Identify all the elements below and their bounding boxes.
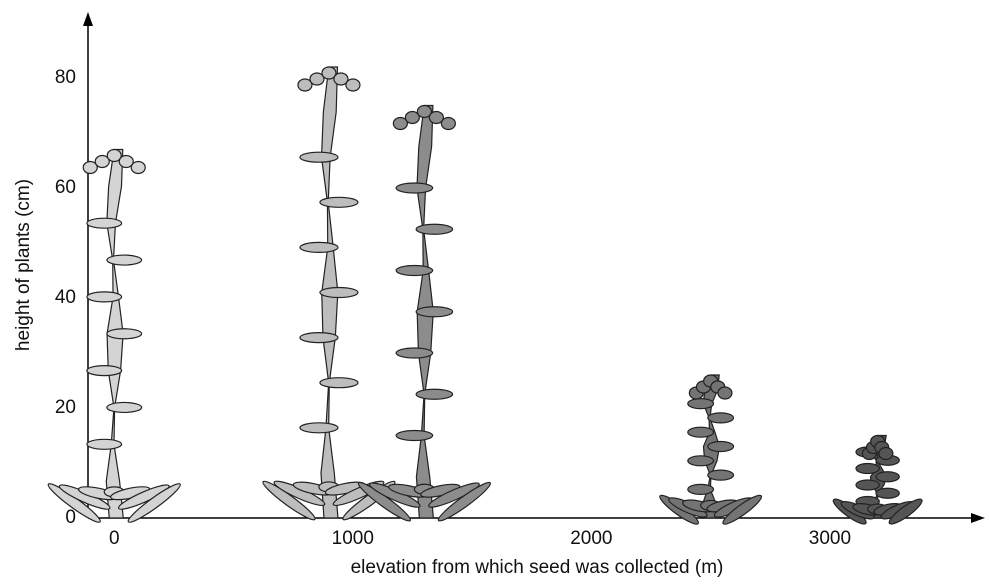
- x-tick-label: 3000: [809, 528, 851, 549]
- y-tick-label: 20: [55, 397, 76, 418]
- plant-leaf: [396, 266, 433, 276]
- plant-flower: [718, 387, 732, 399]
- plant-leaf: [396, 431, 433, 441]
- chart: height of plants (cm) elevation from whi…: [0, 0, 989, 584]
- y-tick-label: 40: [55, 287, 76, 308]
- plant-leaf: [320, 378, 358, 388]
- plant-leaf: [876, 488, 899, 498]
- plant: [356, 106, 494, 525]
- plant: [260, 67, 398, 523]
- plant-leaf: [688, 399, 714, 409]
- plant-leaf: [107, 329, 142, 339]
- plant-leaf: [688, 484, 714, 494]
- plant-leaf: [856, 464, 879, 474]
- plant-leaf: [87, 366, 122, 376]
- plant-leaf: [320, 197, 358, 207]
- plant-flower: [346, 79, 360, 91]
- x-tick-label: 2000: [570, 528, 612, 549]
- plant-leaf: [87, 292, 122, 302]
- y-tick-label: 80: [55, 67, 76, 88]
- plant-leaf: [396, 348, 433, 358]
- plant-leaf: [688, 456, 714, 466]
- plant-leaf: [416, 307, 453, 317]
- plant-leaf: [708, 413, 734, 423]
- plant-leaf: [416, 224, 453, 234]
- y-tick-label: 60: [55, 177, 76, 198]
- plant-leaf: [300, 152, 338, 162]
- plant-leaf: [300, 242, 338, 252]
- plant-leaf: [856, 480, 879, 490]
- plant-leaf: [87, 439, 122, 449]
- plant-flower: [131, 162, 145, 174]
- y-tick-label: 0: [65, 507, 76, 528]
- plant-leaf: [107, 255, 142, 265]
- plant-leaf: [708, 470, 734, 480]
- plant-leaf: [688, 427, 714, 437]
- plant: [45, 150, 183, 526]
- x-axis-arrow: [971, 513, 985, 523]
- plant-leaf: [107, 402, 142, 412]
- plant-leaf: [876, 472, 899, 482]
- plant-leaf: [416, 389, 453, 399]
- plant-leaf: [320, 288, 358, 298]
- plant-leaf: [300, 333, 338, 343]
- plant-flower: [879, 448, 893, 460]
- plant-flower: [441, 118, 455, 130]
- y-axis-label: height of plants (cm): [13, 179, 34, 351]
- page: height of plants (cm) elevation from whi…: [0, 0, 989, 584]
- plant-leaf: [87, 218, 122, 228]
- plant-leaf: [396, 183, 433, 193]
- plant-leaf: [708, 442, 734, 452]
- y-axis-arrow: [83, 12, 93, 26]
- plant: [831, 436, 925, 528]
- plant-leaf: [300, 423, 338, 433]
- x-tick-label: 0: [109, 528, 120, 549]
- plant: [657, 375, 764, 528]
- x-tick-label: 1000: [332, 528, 374, 549]
- x-axis-label: elevation from which seed was collected …: [351, 557, 724, 578]
